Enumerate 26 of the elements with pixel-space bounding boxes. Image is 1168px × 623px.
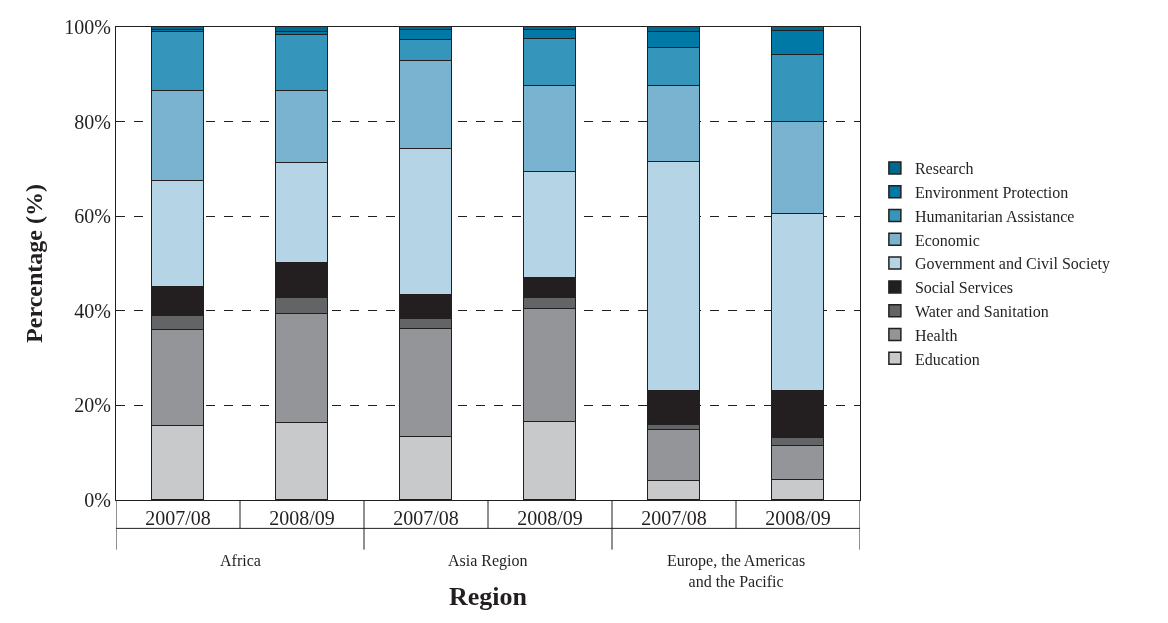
legend-label: Health [914, 326, 958, 344]
text: Asia Region [448, 552, 528, 570]
legend-label: Economic [914, 231, 980, 249]
legend-label: Water and Sanitation [914, 302, 1049, 320]
legend-label: Environment Protection [914, 183, 1069, 201]
text: Africa [220, 552, 261, 569]
legend-label: Humanitarian Assistance [914, 207, 1075, 225]
y-tick-label: 20% [74, 394, 111, 417]
x-tick-label: 2008/09 [269, 507, 335, 529]
legend-label: Research [914, 160, 974, 178]
text: Europe, the Americas and the Pacific [667, 552, 806, 590]
x-tick-label: 2007/08 [393, 507, 459, 529]
x-axis-title: Region [449, 581, 528, 611]
y-tick-label: 80% [74, 110, 111, 133]
legend-label: Social Services [914, 279, 1014, 297]
x-tick-label: 2008/09 [517, 507, 583, 529]
y-axis-title: Percentage (%) [21, 184, 48, 343]
legend-label: Education [914, 350, 980, 368]
legend-label: Government and Civil Society [914, 255, 1110, 274]
x-tick-label: 2008/09 [765, 507, 831, 529]
y-tick-label: 40% [74, 299, 111, 322]
x-tick-label: 2007/08 [145, 507, 211, 529]
y-tick-label: 60% [74, 205, 111, 228]
y-tick-label: 0% [84, 489, 111, 511]
x-tick-label: 2007/08 [641, 507, 707, 529]
y-tick-label: 100% [64, 16, 111, 38]
